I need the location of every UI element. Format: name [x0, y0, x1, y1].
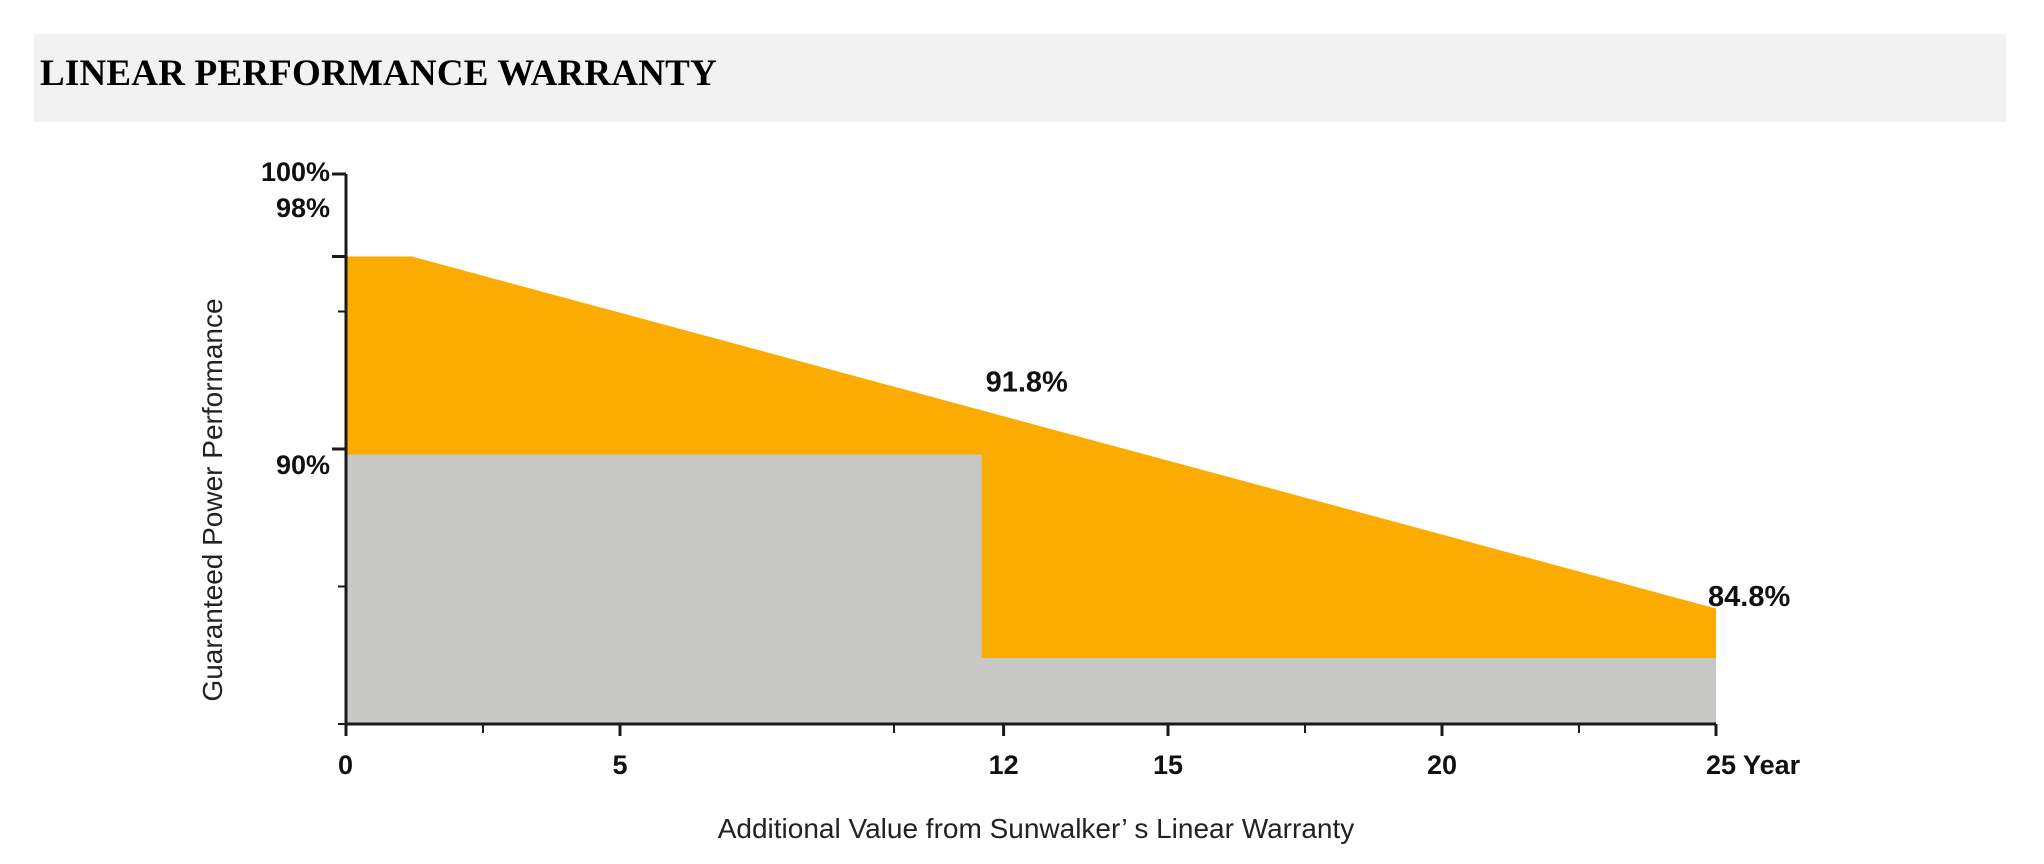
data-label: 84.8%: [1708, 581, 1790, 613]
baseline-step-1: [981, 658, 1716, 724]
y-tick-label: 98%: [276, 193, 330, 223]
x-tick-label: 12: [989, 750, 1019, 780]
x-axis-title: Additional Value from Sunwalker’ s Linea…: [718, 813, 1355, 844]
header-banner: LINEAR PERFORMANCE WARRANTY: [34, 34, 2006, 122]
chart-axes: [332, 172, 1718, 736]
page-title: LINEAR PERFORMANCE WARRANTY: [40, 53, 717, 94]
y-tick-label: 90%: [276, 450, 330, 480]
baseline-step-0: [346, 454, 982, 724]
x-tick-label: 15: [1153, 750, 1183, 780]
x-tick-label: 25 Year: [1706, 750, 1801, 780]
chart-areas: [346, 256, 1716, 724]
x-tick-label: 20: [1427, 750, 1457, 780]
data-label: 91.8%: [986, 367, 1068, 399]
y-axis-title: Guaranteed Power Performance: [197, 298, 228, 701]
chart-labels: 100% 98% 90% 0 5 12 15 20 25 Year 91.8% 84.8%: [261, 157, 1801, 780]
x-tick-label: 0: [338, 750, 353, 780]
x-tick-label: 5: [612, 750, 627, 780]
y-tick-label: 100%: [261, 157, 330, 187]
